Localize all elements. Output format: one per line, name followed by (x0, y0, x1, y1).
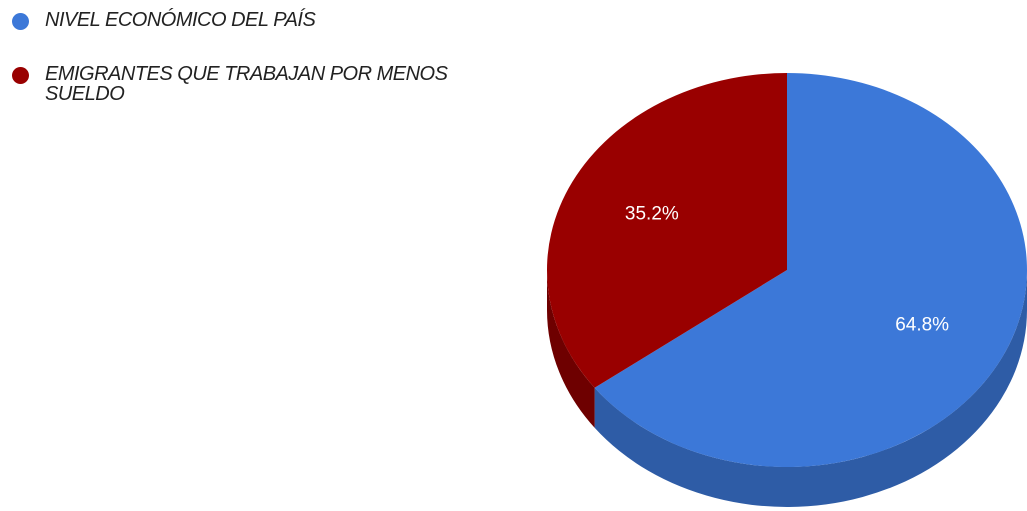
legend-item: NIVEL ECONÓMICO DEL PAÍS (12, 10, 525, 30)
slice-side (547, 270, 595, 428)
slice (594, 73, 1027, 467)
legend-item: EMIGRANTES QUE TRABAJAN POR MENOS SUELDO (12, 64, 525, 104)
slice-label: 35.2% (625, 203, 679, 224)
legend-label: NIVEL ECONÓMICO DEL PAÍS (45, 9, 316, 31)
slice-label: 64.8% (895, 315, 949, 336)
legend-marker (12, 13, 29, 30)
slice-side (594, 270, 1027, 508)
legend-marker (12, 67, 29, 84)
legend-label: EMIGRANTES QUE TRABAJAN POR MENOS SUELDO (45, 63, 448, 105)
slice (546, 72, 787, 388)
